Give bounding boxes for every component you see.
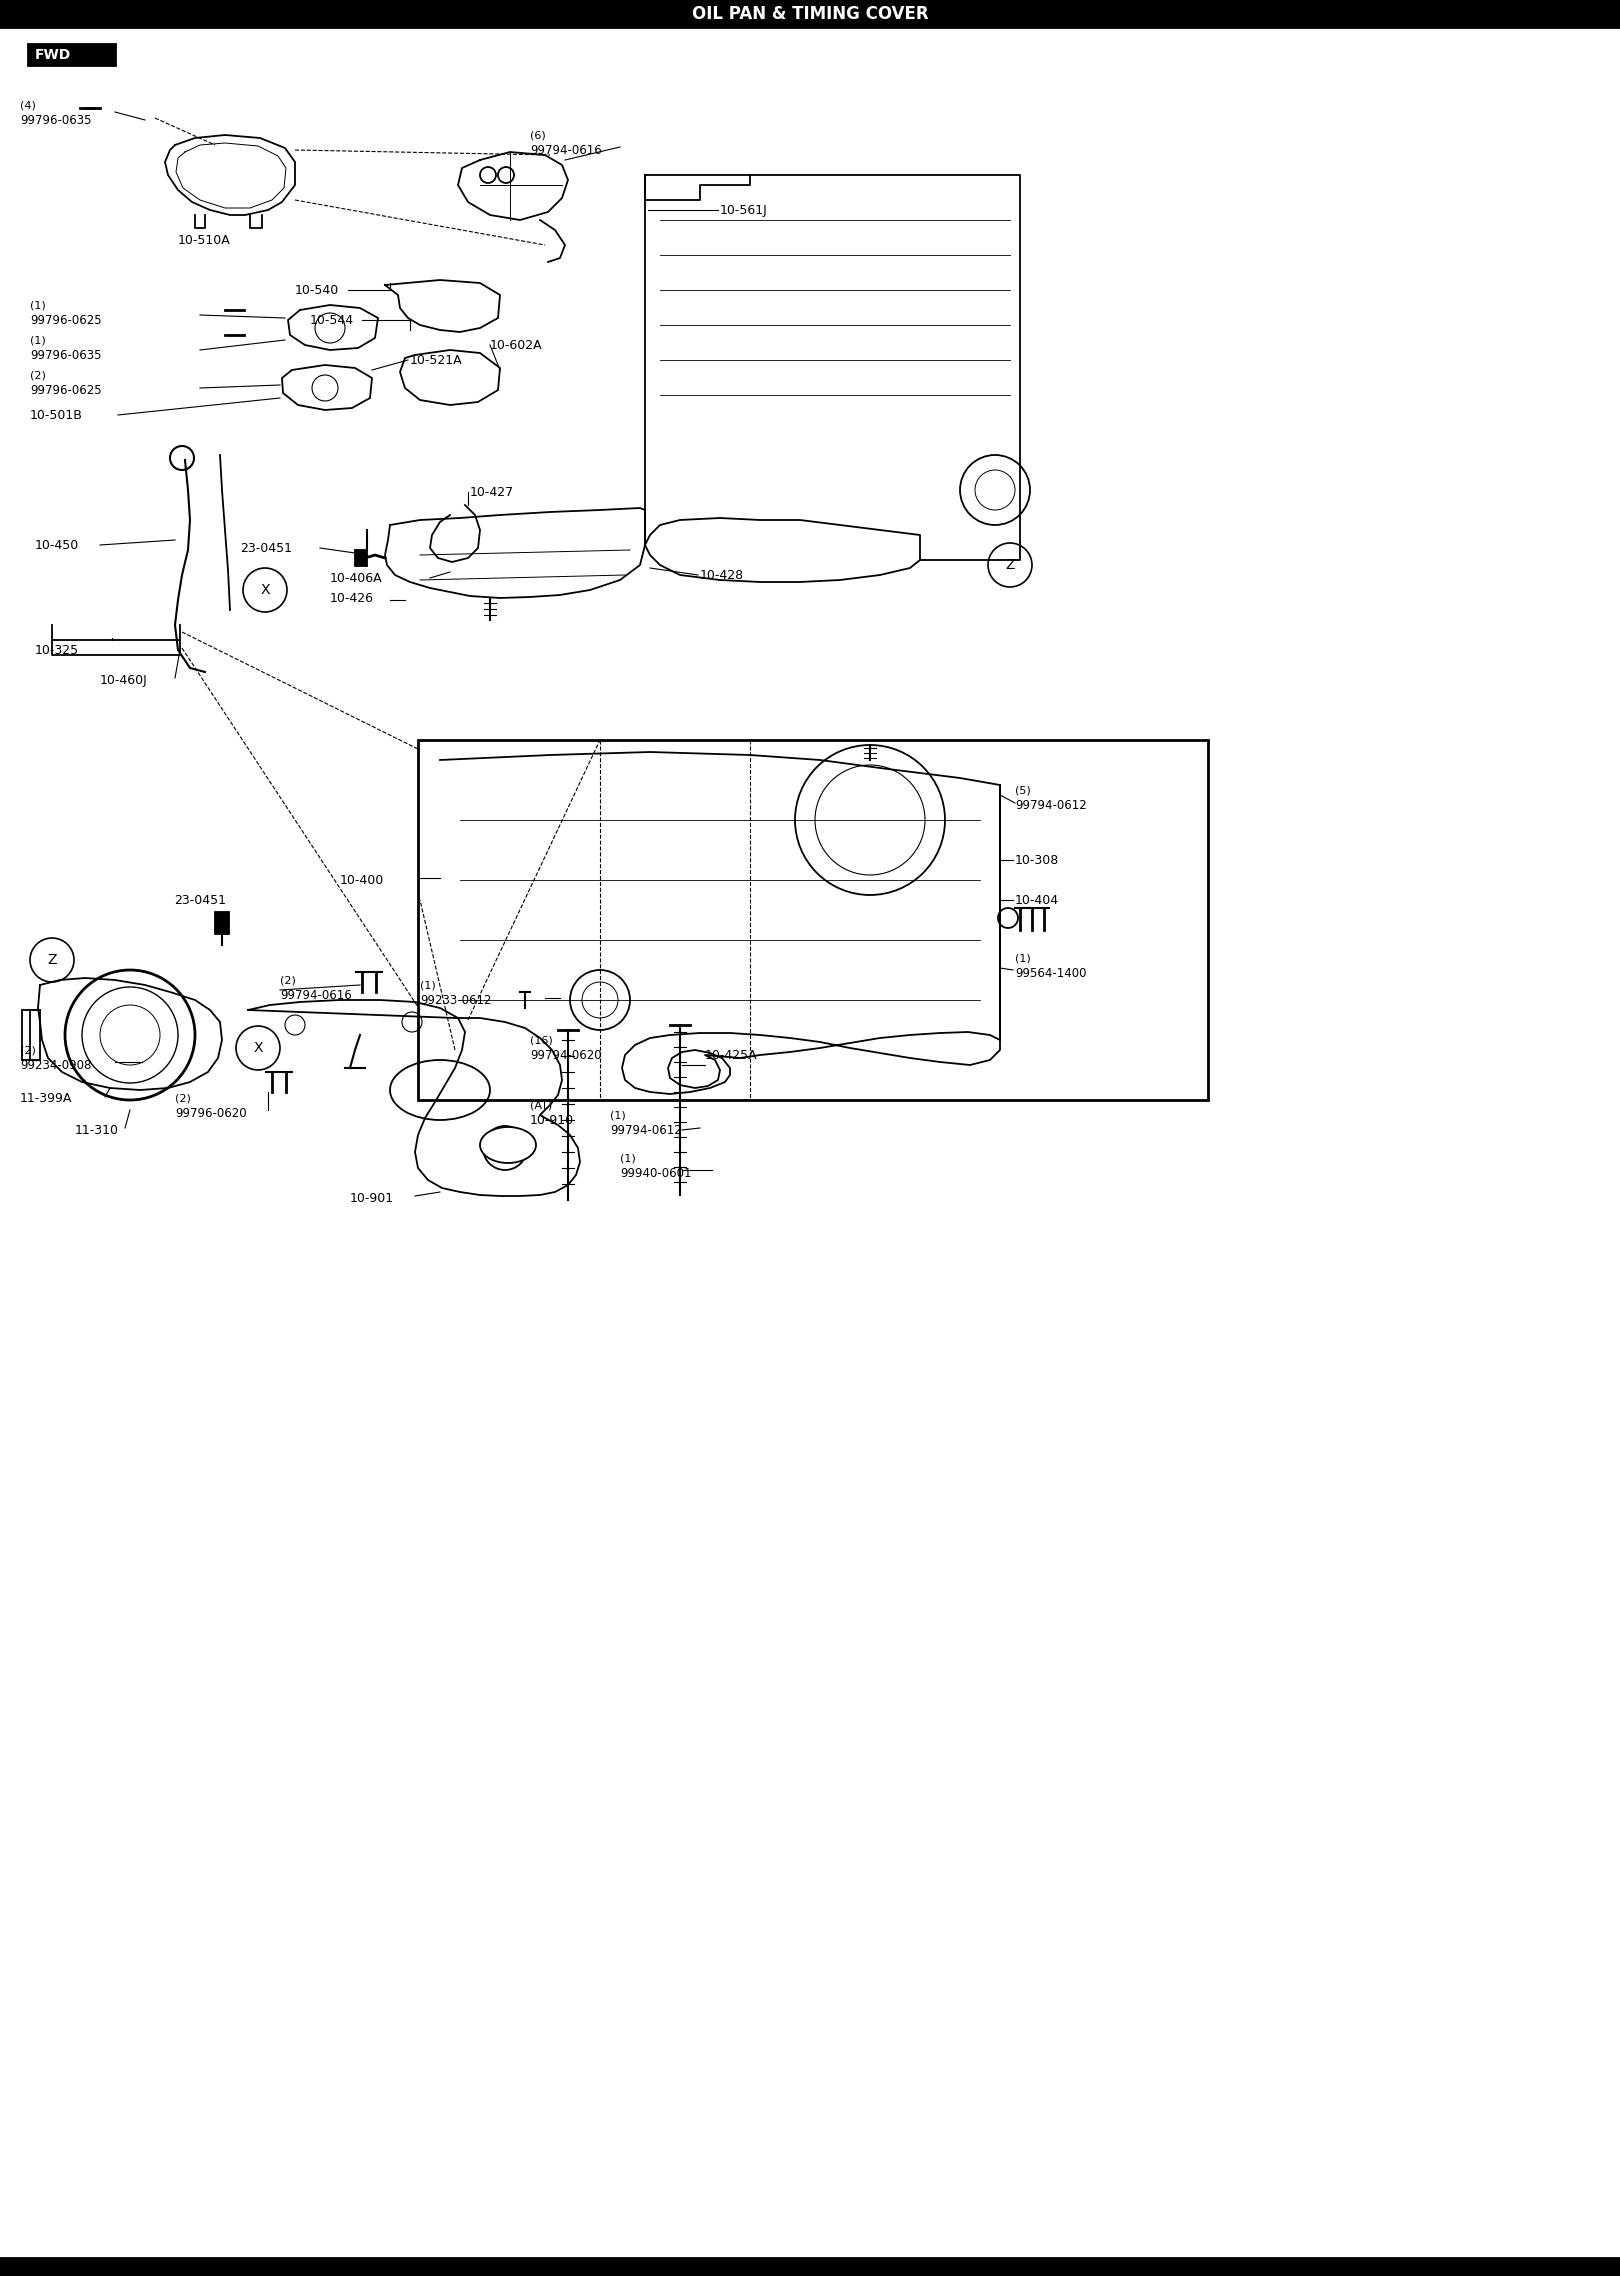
Text: 10-404: 10-404 (1016, 894, 1059, 906)
Text: 10-901: 10-901 (350, 1193, 394, 1204)
Bar (28, 43, 117, 66)
Text: (2): (2) (280, 974, 296, 986)
Text: (6): (6) (530, 130, 546, 141)
Bar (23, 1011, 40, 1061)
Text: 10-540: 10-540 (295, 284, 339, 296)
Text: 23-0451: 23-0451 (240, 542, 292, 555)
Text: (AT): (AT) (530, 1099, 552, 1111)
Text: (2): (2) (175, 1092, 191, 1104)
Bar (0, 2258, 1620, 2276)
Text: (1): (1) (420, 981, 436, 990)
Text: Z: Z (1006, 558, 1014, 571)
Text: 99796-0625: 99796-0625 (31, 314, 102, 325)
Text: 10-501B: 10-501B (31, 407, 83, 421)
Text: 99794-0612: 99794-0612 (611, 1124, 682, 1136)
Text: OIL PAN & TIMING COVER: OIL PAN & TIMING COVER (692, 5, 928, 23)
Text: (1): (1) (620, 1154, 635, 1163)
Text: (1): (1) (611, 1111, 625, 1120)
Text: (16): (16) (530, 1036, 552, 1045)
Text: 10-544: 10-544 (309, 314, 355, 325)
Text: X: X (261, 583, 271, 596)
Text: 99564-1400: 99564-1400 (1016, 967, 1087, 979)
Text: 11-310: 11-310 (75, 1124, 118, 1136)
Bar (0, 0, 1620, 27)
Text: 99233-0612: 99233-0612 (420, 995, 491, 1006)
Text: 10-602A: 10-602A (489, 339, 543, 351)
Text: 99794-0612: 99794-0612 (1016, 799, 1087, 813)
Text: 23-0451: 23-0451 (173, 894, 227, 906)
Text: 10-910: 10-910 (530, 1113, 573, 1127)
Bar (418, 740, 1209, 1099)
Text: 10-561J: 10-561J (719, 203, 768, 216)
Text: 99794-0616: 99794-0616 (530, 143, 601, 157)
Bar (215, 913, 228, 933)
Text: 10-426: 10-426 (330, 592, 374, 605)
Text: 10-460J: 10-460J (100, 674, 147, 687)
Text: FWD: FWD (36, 48, 71, 61)
Text: X: X (253, 1040, 262, 1056)
Text: 10-406A: 10-406A (330, 571, 382, 585)
Text: (2): (2) (31, 371, 45, 380)
Text: 10-400: 10-400 (340, 874, 384, 885)
Text: (2): (2) (19, 1045, 36, 1056)
Text: (4): (4) (19, 100, 36, 109)
Text: 99796-0635: 99796-0635 (31, 348, 102, 362)
Text: 10-325: 10-325 (36, 644, 79, 655)
Text: 10-308: 10-308 (1016, 854, 1059, 867)
Text: 10-425A: 10-425A (705, 1049, 758, 1061)
Text: 99796-0635: 99796-0635 (19, 114, 91, 127)
Text: 11-399A: 11-399A (19, 1092, 73, 1104)
Text: 10-521A: 10-521A (410, 353, 463, 366)
Text: 99794-0616: 99794-0616 (280, 988, 352, 1001)
Bar (355, 551, 368, 567)
Circle shape (492, 1136, 517, 1161)
Text: 99796-0620: 99796-0620 (175, 1106, 246, 1120)
Text: (5): (5) (1016, 785, 1030, 794)
Text: (1): (1) (1016, 954, 1030, 963)
Text: 99940-0601: 99940-0601 (620, 1168, 692, 1179)
Text: 10-450: 10-450 (36, 539, 79, 551)
Text: (1): (1) (31, 335, 45, 346)
Text: 99234-0908: 99234-0908 (19, 1058, 91, 1072)
Text: Z: Z (47, 954, 57, 967)
Ellipse shape (480, 1127, 536, 1163)
Text: 10-427: 10-427 (470, 485, 514, 498)
Text: 10-510A: 10-510A (178, 234, 230, 246)
Text: 99796-0625: 99796-0625 (31, 382, 102, 396)
Text: 99794-0620: 99794-0620 (530, 1049, 601, 1061)
Text: (1): (1) (31, 300, 45, 310)
Text: 10-428: 10-428 (700, 569, 744, 580)
